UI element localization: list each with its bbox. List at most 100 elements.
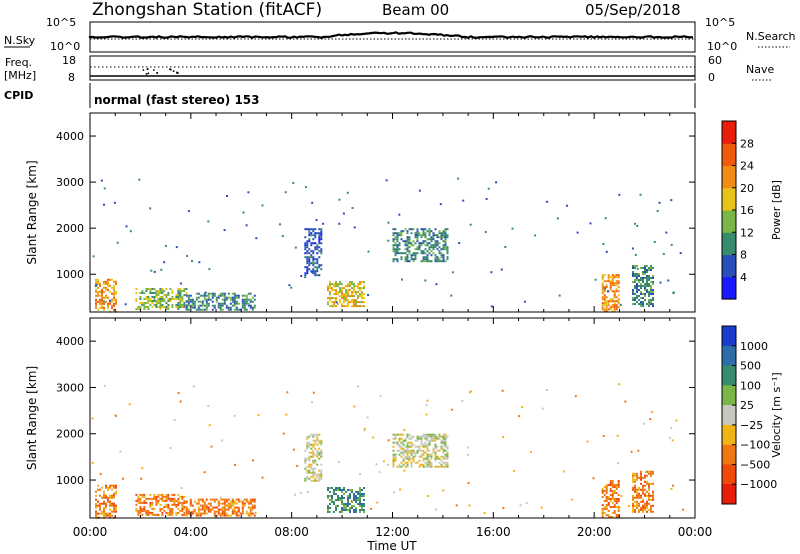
heatmap-cell bbox=[636, 283, 638, 285]
heatmap-cell bbox=[251, 308, 254, 311]
heatmap-cell bbox=[181, 304, 184, 306]
heatmap-cell bbox=[318, 457, 321, 460]
heatmap-cell bbox=[190, 511, 193, 514]
heatmap-cell bbox=[191, 512, 194, 515]
heatmap-cell bbox=[446, 250, 449, 253]
heatmap-cell bbox=[416, 230, 419, 233]
heatmap-cell bbox=[105, 300, 107, 303]
heatmap-cell bbox=[306, 491, 309, 493]
heatmap-cell bbox=[115, 504, 117, 507]
heatmap-cell bbox=[361, 505, 363, 507]
heatmap-cell bbox=[436, 234, 439, 237]
heatmap-cell bbox=[316, 244, 319, 247]
heatmap-cell bbox=[615, 506, 618, 508]
heatmap-cell bbox=[245, 296, 248, 299]
heatmap-region bbox=[327, 487, 365, 513]
heatmap-cell bbox=[363, 509, 365, 511]
heatmap-cell bbox=[115, 486, 117, 489]
heatmap-cell bbox=[402, 433, 405, 436]
heatmap-cell bbox=[652, 289, 654, 291]
heatmap-cell bbox=[652, 299, 654, 301]
heatmap-cell bbox=[335, 289, 337, 292]
heatmap-cell bbox=[426, 459, 429, 462]
heatmap-cell bbox=[173, 419, 176, 421]
heatmap-cell bbox=[253, 498, 256, 501]
heatmap-cell bbox=[219, 292, 222, 295]
heatmap-cell bbox=[442, 443, 445, 446]
heatmap-cell bbox=[335, 283, 337, 286]
heatmap-cell bbox=[97, 290, 99, 293]
heatmap-cell bbox=[103, 286, 105, 289]
heatmap-cell bbox=[306, 250, 309, 253]
heatmap-cell bbox=[444, 461, 447, 464]
heatmap-region bbox=[632, 470, 654, 513]
colorbar-swatch bbox=[722, 276, 736, 300]
heatmap-cell bbox=[181, 296, 184, 298]
heatmap-cell bbox=[634, 285, 636, 287]
heatmap-cell bbox=[175, 304, 178, 306]
heatmap-cell bbox=[646, 303, 648, 305]
heatmap-cell bbox=[173, 503, 176, 506]
nave-tick-high: 60 bbox=[708, 54, 722, 67]
heatmap-cell bbox=[442, 433, 445, 436]
heatmap-cell bbox=[353, 509, 355, 511]
heatmap-cell bbox=[179, 296, 182, 298]
heatmap-cell bbox=[394, 453, 397, 456]
heatmap-cell bbox=[310, 244, 313, 247]
heatmap-cell bbox=[221, 502, 224, 505]
heatmap-cell bbox=[207, 502, 210, 505]
colorbar-tick-label: 28 bbox=[740, 137, 754, 150]
heatmap-cell bbox=[652, 283, 654, 285]
heatmap-cell bbox=[611, 484, 614, 486]
heatmap-cell bbox=[203, 510, 206, 513]
heatmap-cell bbox=[155, 304, 158, 306]
heatmap-cell bbox=[97, 512, 99, 515]
heatmap-cell bbox=[416, 236, 419, 239]
heatmap-cell bbox=[175, 503, 178, 506]
heatmap-cell bbox=[163, 509, 166, 512]
heatmap-cell bbox=[442, 489, 445, 492]
heatmap-cell bbox=[312, 252, 315, 255]
heatmap-cell bbox=[115, 510, 117, 513]
colorbar-swatch bbox=[722, 143, 736, 167]
y-tick-label: 2000 bbox=[56, 222, 84, 235]
heatmap-cell bbox=[157, 290, 160, 292]
heatmap-cell bbox=[223, 500, 226, 503]
heatmap-cell bbox=[632, 265, 634, 267]
heatmap-cell bbox=[525, 502, 528, 505]
heatmap-cell bbox=[646, 285, 648, 287]
heatmap-cell bbox=[306, 435, 309, 438]
heatmap-cell bbox=[613, 484, 616, 486]
heatmap-cell bbox=[159, 507, 162, 510]
heatmap-region bbox=[601, 274, 620, 313]
heatmap-cell bbox=[428, 441, 431, 444]
heatmap-cell bbox=[601, 510, 604, 512]
heatmap-cell bbox=[446, 435, 449, 438]
heatmap-cell bbox=[424, 435, 427, 438]
heatmap-cell bbox=[351, 489, 353, 491]
heatmap-cell bbox=[408, 250, 411, 253]
heatmap-cell bbox=[414, 248, 417, 251]
heatmap-cell bbox=[432, 232, 435, 235]
heatmap-cell bbox=[576, 231, 579, 234]
heatmap-cell bbox=[640, 482, 642, 485]
heatmap-cell bbox=[308, 228, 311, 231]
heatmap-cell bbox=[159, 290, 162, 292]
heatmap-cell bbox=[634, 281, 636, 283]
heatmap-cell bbox=[149, 288, 152, 290]
heatmap-cell bbox=[502, 507, 505, 509]
heatmap-cell bbox=[329, 511, 331, 513]
heatmap-cell bbox=[632, 297, 634, 299]
heatmap-cell bbox=[345, 507, 347, 509]
heatmap-cell bbox=[223, 229, 226, 232]
heatmap-cell bbox=[400, 234, 403, 237]
heatmap-cell bbox=[229, 296, 232, 299]
heatmap-cell bbox=[109, 484, 111, 487]
heatmap-cell bbox=[203, 308, 206, 311]
heatmap-cell bbox=[335, 297, 337, 300]
heatmap-cell bbox=[420, 250, 423, 253]
heatmap-cell bbox=[177, 298, 180, 300]
heatmap-cell bbox=[308, 459, 311, 462]
heatmap-cell bbox=[205, 498, 208, 501]
